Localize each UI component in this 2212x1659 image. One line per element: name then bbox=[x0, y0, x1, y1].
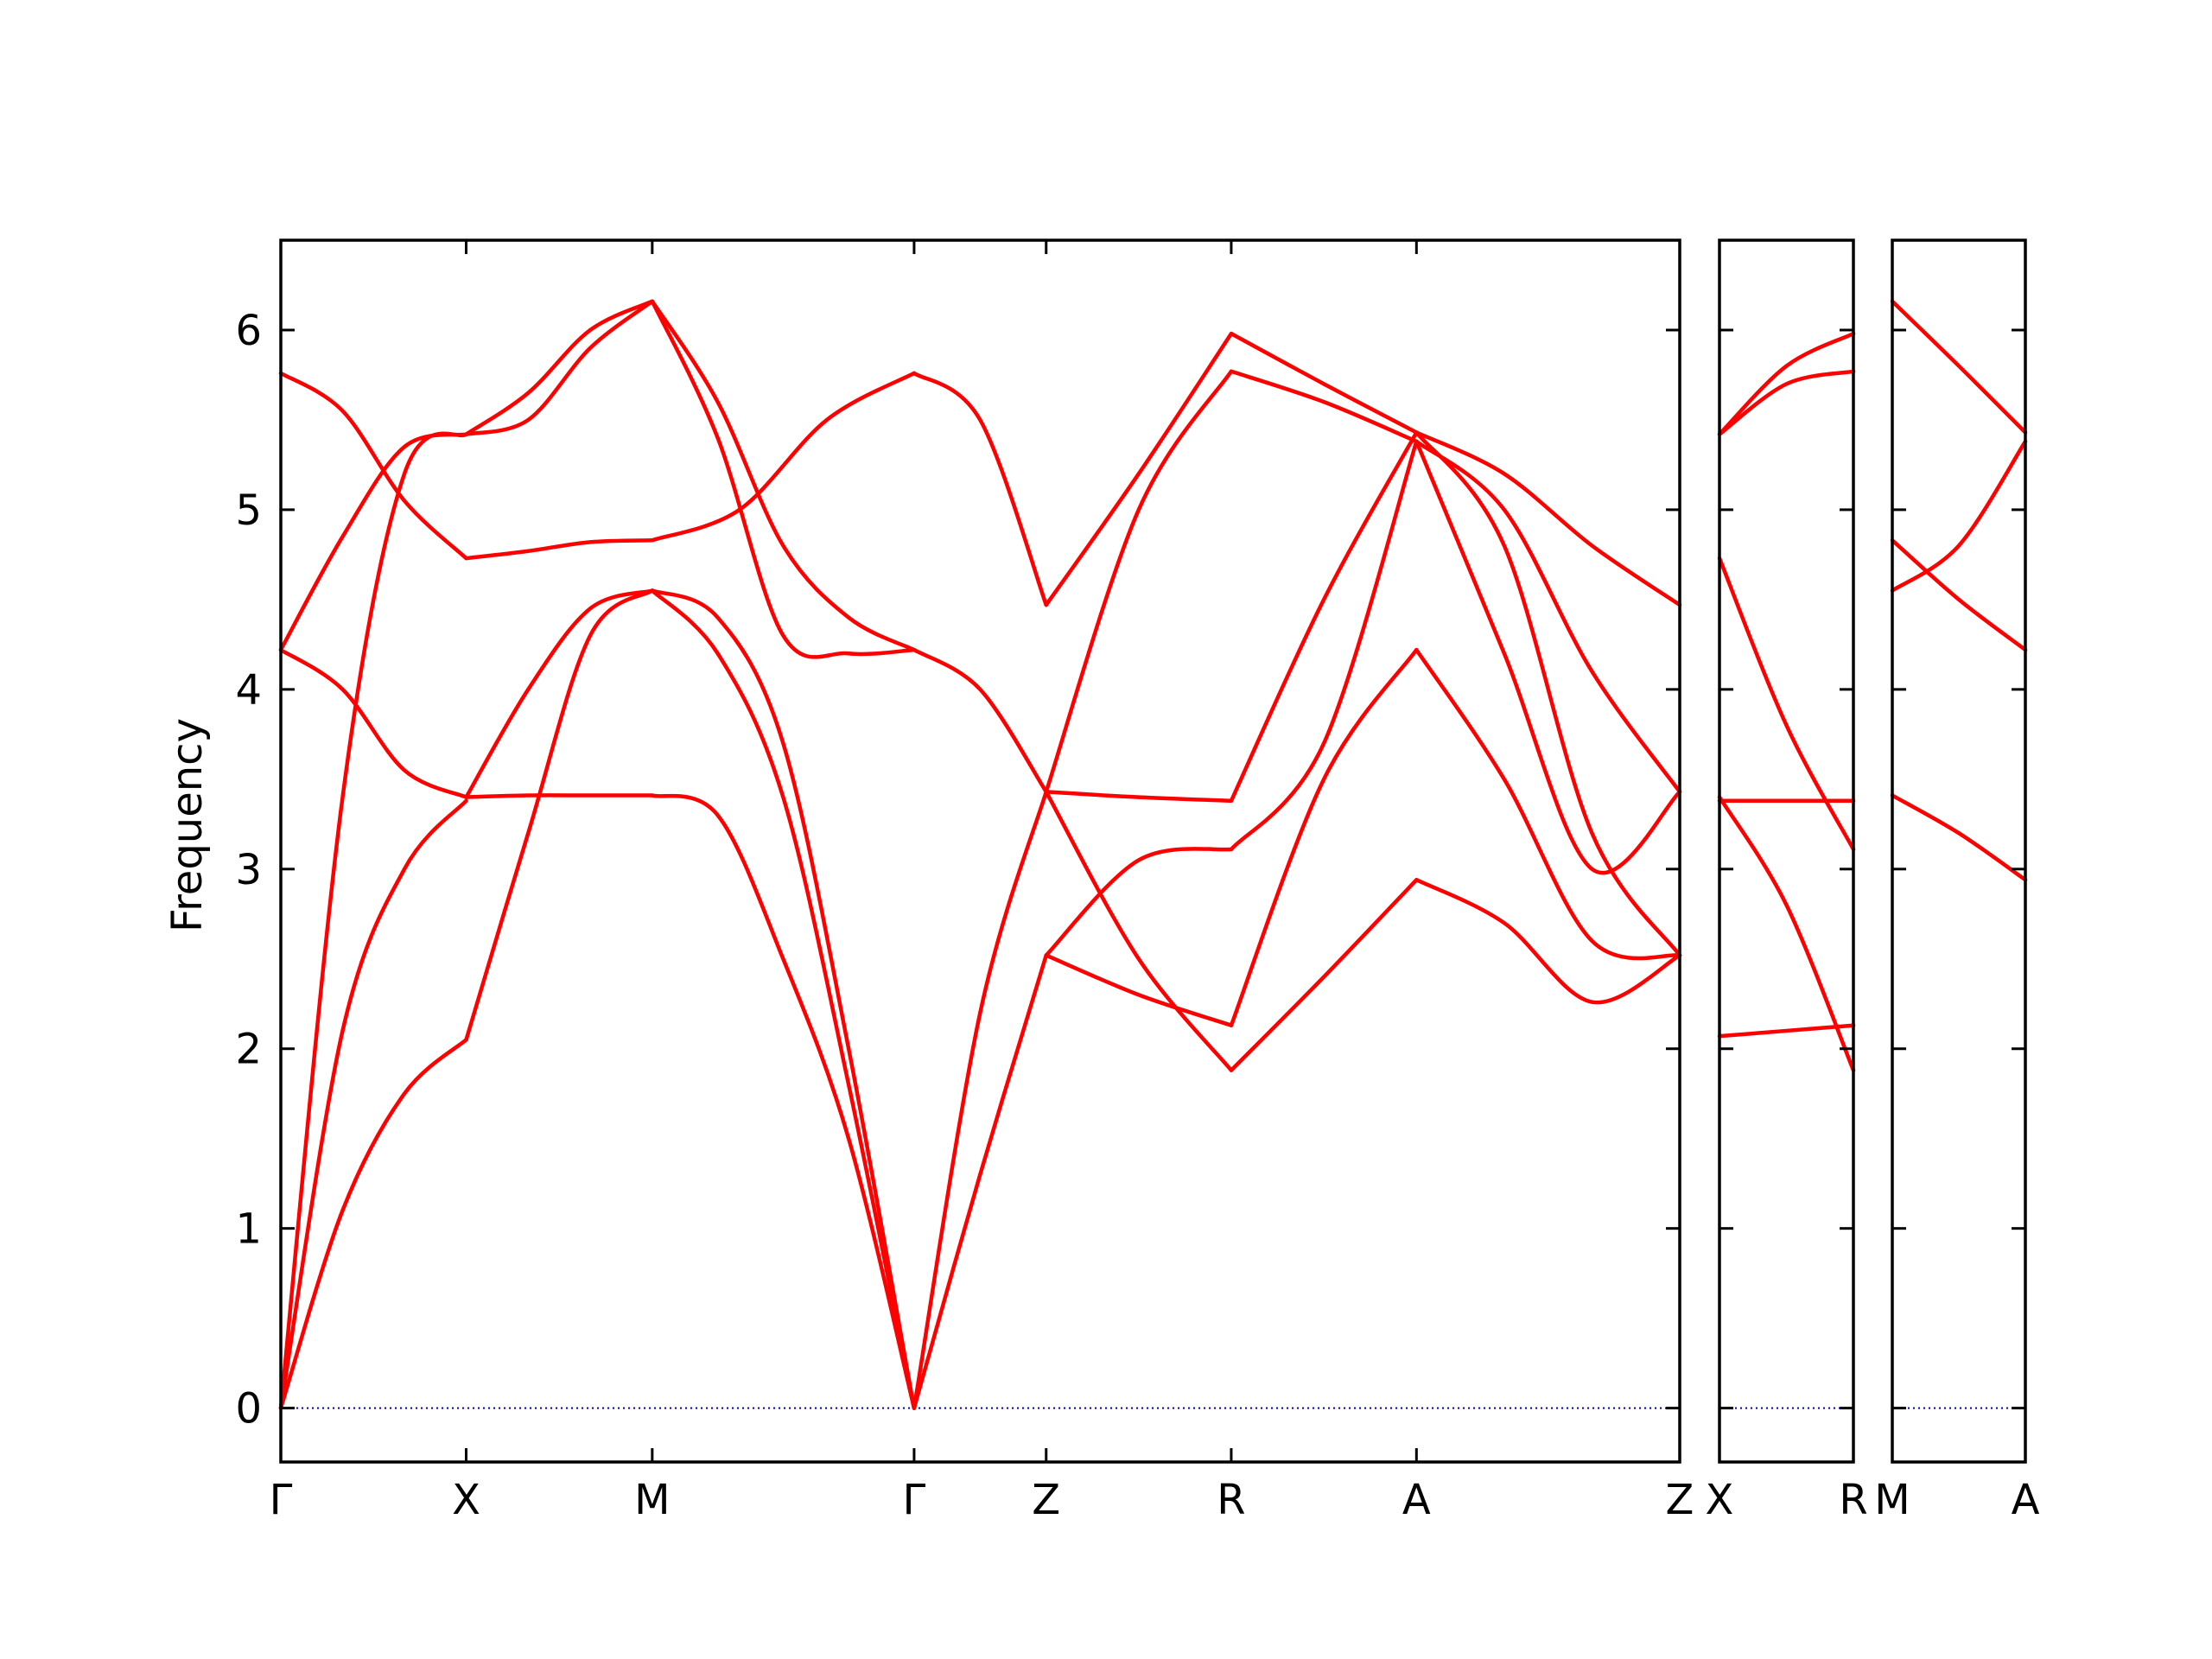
band-line bbox=[1229, 878, 1419, 1072]
band-line bbox=[912, 953, 1048, 1410]
band-line bbox=[278, 1038, 468, 1410]
x-tick-label: M bbox=[634, 1476, 670, 1524]
y-tick-label: 6 bbox=[235, 307, 262, 355]
band-line bbox=[464, 588, 655, 1042]
y-tick-label: 3 bbox=[235, 846, 262, 894]
band-line bbox=[278, 432, 468, 652]
band-line bbox=[1414, 439, 1682, 875]
x-tick-label: X bbox=[452, 1476, 480, 1524]
band-line bbox=[1414, 430, 1682, 957]
band-line bbox=[912, 790, 1048, 1410]
y-tick-label: 0 bbox=[235, 1385, 262, 1433]
plot-frame bbox=[279, 238, 1681, 1464]
band-line bbox=[1890, 439, 2028, 593]
y-tick-label: 2 bbox=[235, 1026, 262, 1074]
band-line bbox=[1229, 647, 1419, 1027]
band-line bbox=[464, 538, 655, 561]
plot-frame bbox=[1891, 238, 2027, 1464]
band-line bbox=[1229, 369, 1419, 444]
band-line bbox=[1890, 299, 2028, 435]
x-tick-label: Z bbox=[1666, 1476, 1694, 1524]
band-line bbox=[650, 371, 917, 543]
band-line bbox=[650, 793, 917, 1410]
band-line bbox=[278, 371, 468, 561]
band-line bbox=[1044, 953, 1234, 1027]
band-line bbox=[1229, 331, 1419, 435]
band-line bbox=[650, 588, 917, 1410]
band-line bbox=[1717, 1023, 1856, 1039]
band-line bbox=[1717, 556, 1856, 852]
band-line bbox=[278, 798, 468, 1410]
band-line bbox=[1890, 538, 2028, 652]
x-tick-label: X bbox=[1706, 1476, 1734, 1524]
y-axis-label: Frequency bbox=[163, 718, 212, 932]
x-tick-label: R bbox=[1217, 1476, 1245, 1524]
x-tick-label: Z bbox=[1032, 1476, 1060, 1524]
band-line bbox=[1229, 430, 1419, 804]
x-tick-label: M bbox=[1874, 1476, 1910, 1524]
band-line bbox=[1044, 369, 1234, 794]
y-tick-label: 1 bbox=[235, 1205, 262, 1254]
band-line bbox=[464, 299, 655, 436]
band-line bbox=[1044, 790, 1234, 804]
band-line bbox=[650, 299, 917, 652]
plot-frame bbox=[1718, 238, 1855, 1464]
y-tick-label: 5 bbox=[235, 486, 262, 535]
band-line bbox=[1044, 331, 1234, 607]
x-tick-label: A bbox=[2012, 1476, 2040, 1524]
band-line bbox=[464, 299, 655, 436]
x-tick-label: R bbox=[1839, 1476, 1867, 1524]
band-line bbox=[1044, 790, 1234, 1072]
band-line bbox=[278, 647, 468, 799]
band-line bbox=[912, 371, 1048, 607]
band-line bbox=[1717, 331, 1856, 436]
band-line bbox=[1890, 793, 2028, 882]
x-tick-label: Γ bbox=[903, 1476, 926, 1524]
band-line bbox=[650, 588, 917, 1410]
band-line bbox=[464, 793, 655, 799]
band-line bbox=[278, 431, 468, 1410]
band-line bbox=[1414, 430, 1682, 607]
band-line bbox=[464, 588, 655, 799]
x-tick-label: Γ bbox=[270, 1476, 293, 1524]
band-line bbox=[650, 299, 917, 659]
band-line bbox=[1229, 439, 1419, 852]
band-line bbox=[1414, 878, 1682, 1005]
band-line bbox=[1414, 647, 1682, 961]
band-line bbox=[1717, 369, 1856, 436]
y-tick-label: 4 bbox=[235, 666, 262, 715]
band-line bbox=[1044, 846, 1234, 957]
band-line bbox=[1414, 439, 1682, 794]
band-line bbox=[1717, 795, 1856, 1072]
band-line bbox=[912, 647, 1048, 794]
x-tick-label: A bbox=[1402, 1476, 1431, 1524]
panel-1: 0 1 2 3 4 5 6 Γ X M Γ Z R A Z bbox=[235, 238, 1694, 1524]
